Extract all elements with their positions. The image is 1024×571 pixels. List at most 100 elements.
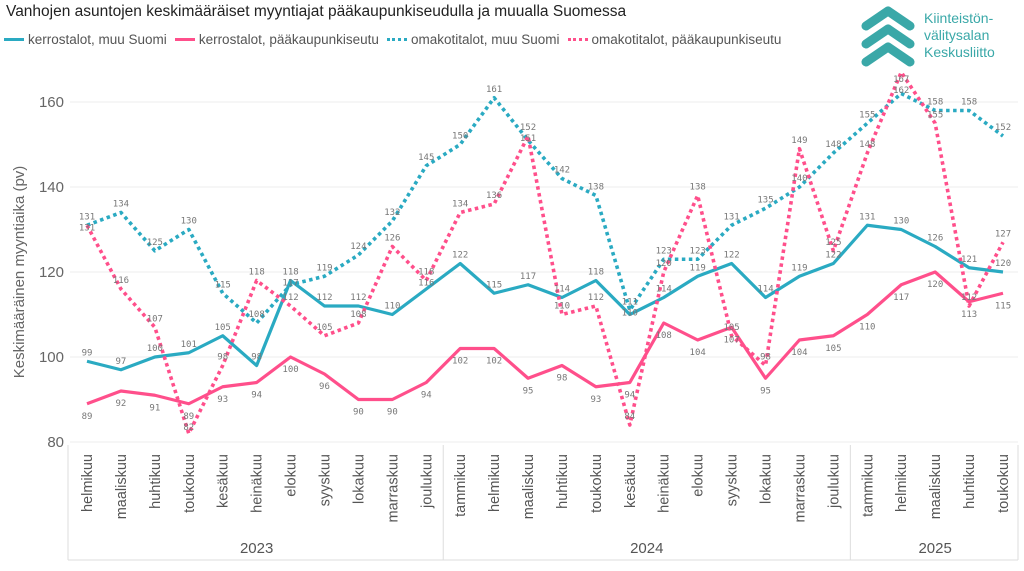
- data-label: 134: [452, 200, 468, 210]
- y-tick-label: 140: [39, 179, 64, 196]
- data-label: 130: [893, 217, 909, 227]
- data-label: 94: [421, 391, 432, 401]
- data-label: 102: [486, 357, 502, 367]
- data-label: 108: [248, 310, 264, 320]
- data-label: 94: [624, 391, 635, 401]
- data-label: 111: [622, 297, 638, 307]
- legend-item[interactable]: kerrostalot, pääkaupunkiseutu: [174, 32, 379, 47]
- data-label: 123: [690, 246, 706, 256]
- data-label: 142: [554, 166, 570, 176]
- legend: kerrostalot, muu Suomi kerrostalot, pääk…: [4, 32, 781, 47]
- data-label: 98: [760, 353, 771, 363]
- legend-label: omakotitalot, pääkaupunkiseutu: [591, 32, 782, 47]
- data-label: 107: [147, 314, 163, 324]
- data-label: 122: [452, 251, 468, 261]
- data-label: 112: [282, 293, 298, 303]
- data-label: 115: [486, 280, 502, 290]
- data-label: 114: [656, 285, 672, 295]
- data-label: 119: [690, 263, 706, 273]
- data-label: 110: [859, 323, 875, 333]
- data-label: 105: [825, 344, 841, 354]
- data-label: 92: [116, 399, 127, 409]
- data-label: 105: [316, 323, 332, 333]
- x-tick-label: syyskuu: [317, 454, 333, 506]
- data-label: 131: [79, 212, 95, 222]
- data-label: 134: [113, 200, 129, 210]
- data-label: 100: [147, 344, 163, 354]
- data-label: 125: [825, 238, 841, 248]
- data-label: 120: [995, 259, 1011, 269]
- data-label: 145: [418, 153, 434, 163]
- y-axis-title: Keskimääräinen myyntiaika (pv): [11, 166, 28, 379]
- chevrons-logo-icon: [861, 6, 915, 67]
- data-label: 89: [183, 412, 194, 422]
- legend-item[interactable]: omakotitalot, pääkaupunkiseutu: [567, 32, 782, 47]
- data-label: 104: [791, 348, 807, 358]
- y-tick-label: 120: [39, 264, 64, 281]
- y-tick-label: 100: [39, 349, 64, 366]
- data-label: 122: [723, 251, 739, 261]
- legend-item[interactable]: omakotitalot, muu Suomi: [386, 32, 560, 47]
- x-tick-label: heinäkuu: [250, 454, 266, 513]
- data-label: 118: [588, 268, 604, 278]
- data-label: 158: [927, 98, 943, 108]
- data-label: 90: [353, 408, 364, 418]
- data-label: 115: [215, 280, 231, 290]
- logo-text-line: Kiinteistön-: [924, 10, 994, 26]
- data-label: 162: [893, 86, 909, 96]
- data-label: 148: [825, 140, 841, 150]
- x-tick-label: syyskuu: [725, 454, 741, 506]
- x-tick-label: toukokuu: [589, 454, 605, 513]
- data-label: 99: [82, 348, 93, 358]
- x-tick-label: elokuu: [691, 454, 707, 497]
- y-tick-label: 80: [47, 434, 64, 451]
- x-tick-label: huhtikuu: [962, 454, 978, 509]
- data-label: 123: [656, 246, 672, 256]
- data-label: 110: [554, 302, 570, 312]
- data-label: 107: [723, 335, 739, 345]
- data-label: 98: [217, 353, 228, 363]
- data-label: 132: [384, 208, 400, 218]
- data-label: 117: [520, 272, 536, 282]
- x-tick-label: lokakuu: [759, 454, 775, 504]
- y-tick-label: 160: [39, 94, 64, 111]
- data-label: 110: [384, 302, 400, 312]
- data-label: 108: [656, 331, 672, 341]
- data-label: 105: [723, 323, 739, 333]
- data-label: 100: [282, 365, 298, 375]
- data-label: 120: [927, 280, 943, 290]
- data-label: 98: [251, 353, 262, 363]
- x-tick-label: huhtikuu: [148, 454, 164, 509]
- x-tick-label: maaliskuu: [928, 454, 944, 519]
- data-label: 112: [961, 293, 977, 303]
- data-label: 89: [82, 412, 93, 422]
- data-label: 114: [554, 285, 570, 295]
- data-label: 138: [588, 183, 604, 193]
- data-label: 112: [350, 293, 366, 303]
- data-label: 149: [791, 136, 807, 146]
- data-label: 140: [791, 174, 807, 184]
- x-tick-label: helmikuu: [80, 454, 96, 512]
- legend-swatch: [174, 38, 195, 41]
- data-label: 95: [523, 386, 534, 396]
- x-tick-label: kesäkuu: [623, 454, 639, 508]
- chart-title: Vanhojen asuntojen keskimääräiset myynti…: [6, 3, 627, 20]
- data-label: 122: [825, 251, 841, 261]
- data-label: 91: [149, 403, 160, 413]
- data-label: 155: [859, 110, 875, 120]
- data-label: 117: [893, 293, 909, 303]
- x-tick-label: tammikuu: [860, 454, 876, 517]
- logo-text-line: Keskusliitto: [924, 44, 995, 60]
- legend-item[interactable]: kerrostalot, muu Suomi: [4, 32, 167, 47]
- data-label: 112: [588, 293, 604, 303]
- data-label: 161: [486, 85, 502, 95]
- series-line-1: [86, 223, 1004, 372]
- data-label: 115: [995, 301, 1011, 311]
- data-label: 148: [859, 140, 875, 150]
- data-label: 151: [520, 134, 536, 144]
- data-label: 136: [486, 191, 502, 201]
- data-label: 116: [418, 279, 434, 289]
- x-tick-label: kesäkuu: [216, 454, 232, 508]
- x-tick-label: joulukuu: [419, 454, 435, 509]
